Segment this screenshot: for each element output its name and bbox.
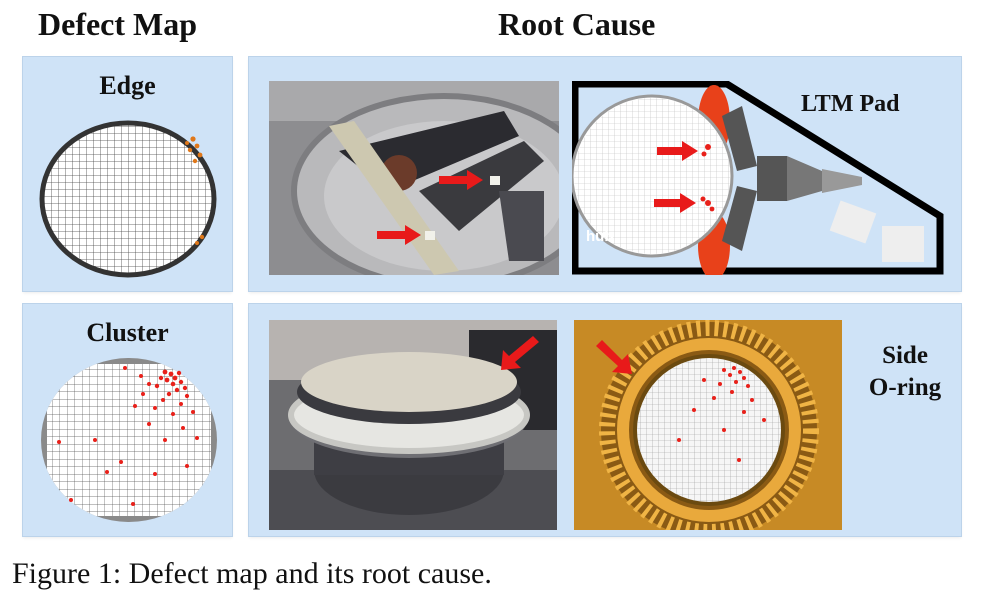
- edge-wafer-map: [39, 120, 217, 278]
- cluster-map-panel: Cluster: [23, 304, 232, 536]
- red-arrow-icon: [377, 225, 421, 245]
- oring-label: O-ring: [868, 374, 942, 401]
- hub-label: hub: [586, 228, 614, 245]
- edge-map-panel: Edge: [23, 57, 232, 291]
- side-oring-panel: Side O-ring: [249, 304, 961, 536]
- cluster-label: Cluster: [86, 318, 169, 347]
- edge-defect-dots: [185, 136, 205, 245]
- red-arrow-icon: [439, 170, 483, 190]
- oring-photo: [574, 320, 842, 530]
- red-arrow-icon: [596, 340, 632, 374]
- side-label: Side: [882, 342, 928, 369]
- red-arrow-icon: [501, 336, 539, 370]
- root-cause-header: Root Cause: [498, 6, 656, 42]
- red-arrow-icon: [657, 141, 698, 161]
- figure-caption: Figure 1: Defect map and its root cause.: [12, 557, 492, 590]
- chamber-photo: [269, 81, 559, 275]
- ltm-pad-panel: hub LTM Pad: [249, 57, 961, 291]
- cluster-defect-dots: [57, 366, 199, 506]
- chuck-photo: [269, 320, 557, 530]
- edge-label: Edge: [99, 71, 156, 100]
- ltm-pad-diagram: hub LTM Pad: [572, 81, 946, 275]
- red-arrow-icon: [654, 193, 696, 213]
- cluster-wafer-map: [41, 358, 217, 522]
- defect-map-header: Defect Map: [38, 6, 198, 42]
- ltm-pad-label: LTM Pad: [801, 91, 900, 117]
